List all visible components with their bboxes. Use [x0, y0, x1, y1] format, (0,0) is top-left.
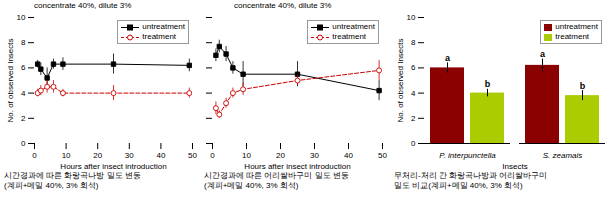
svg-text:a: a [445, 53, 451, 63]
html-text:concentrate 40%, dilute 3%: concentrate 40%, dilute 3% [34, 1, 132, 10]
svg-text:6: 6 [411, 63, 416, 72]
html-text:(계피+메밀 40%, 3% 회석): (계피+메밀 40%, 3% 회석) [204, 181, 299, 190]
svg-text:No. of observed Insects: No. of observed Insects [396, 38, 405, 122]
svg-text:No. of observed Insects: No. of observed Insects [6, 38, 15, 122]
svg-text:20: 20 [276, 151, 285, 160]
svg-text:40: 40 [344, 151, 353, 160]
svg-text:S. zeamais: S. zeamais [543, 151, 583, 160]
html-text:무처리-처리 간 화랑곡나방과 어리쌀바구미: 무처리-처리 간 화랑곡나방과 어리쌀바구미 [394, 171, 548, 180]
svg-text:10: 10 [62, 151, 71, 160]
svg-text:50: 50 [188, 151, 197, 160]
svg-text:b: b [485, 79, 491, 89]
html-text:treatment: treatment [142, 32, 177, 41]
svg-text:30: 30 [310, 151, 319, 160]
html-text:시간경과에 따른 어리쌀바구미 밀도 변동: 시간경과에 따른 어리쌀바구미 밀도 변동 [204, 171, 349, 180]
svg-text:0: 0 [21, 139, 26, 148]
html-text:concentrate 40%, dilute 3%: concentrate 40%, dilute 3% [234, 1, 332, 10]
html-text:시간경과에 따른 화랑곡나방 밀도 변동: 시간경과에 따른 화랑곡나방 밀도 변동 [4, 171, 141, 180]
svg-text:40: 40 [156, 151, 165, 160]
svg-text:0: 0 [411, 139, 416, 148]
svg-text:10: 10 [242, 151, 251, 160]
svg-text:8: 8 [411, 38, 416, 47]
html-text:untreatment: untreatment [142, 22, 185, 31]
svg-text:8: 8 [21, 38, 26, 47]
html-text:untreatment: untreatment [332, 22, 375, 31]
svg-text:4: 4 [21, 89, 26, 98]
svg-text:30: 30 [125, 151, 134, 160]
svg-text:50: 50 [378, 151, 387, 160]
html-text:treatment: treatment [332, 32, 367, 41]
svg-text:b: b [580, 81, 586, 91]
svg-text:2: 2 [21, 114, 26, 123]
html-text:(계피+메밀 40%, 3% 회석): (계피+메밀 40%, 3% 회석) [4, 181, 99, 190]
svg-text:10: 10 [17, 13, 26, 22]
svg-text:0: 0 [32, 151, 37, 160]
svg-text:P. interpunctella: P. interpunctella [439, 151, 496, 160]
svg-text:10: 10 [407, 13, 416, 22]
svg-text:Insects: Insects [502, 162, 527, 171]
html-text:untreatment: untreatment [555, 22, 598, 31]
svg-text:Hours after insect introductio: Hours after insect introduction [60, 162, 166, 171]
html-text:treatment: treatment [555, 32, 590, 41]
svg-text:0: 0 [210, 151, 215, 160]
svg-text:20: 20 [93, 151, 102, 160]
svg-text:2: 2 [411, 114, 416, 123]
svg-text:a: a [540, 49, 546, 59]
svg-text:Hours after insect introductio: Hours after insect introduction [244, 162, 350, 171]
svg-text:6: 6 [21, 63, 26, 72]
html-text:밀도 비교(계피+메밀 40%, 3% 회석): 밀도 비교(계피+메밀 40%, 3% 회석) [394, 181, 523, 190]
svg-text:4: 4 [411, 89, 416, 98]
